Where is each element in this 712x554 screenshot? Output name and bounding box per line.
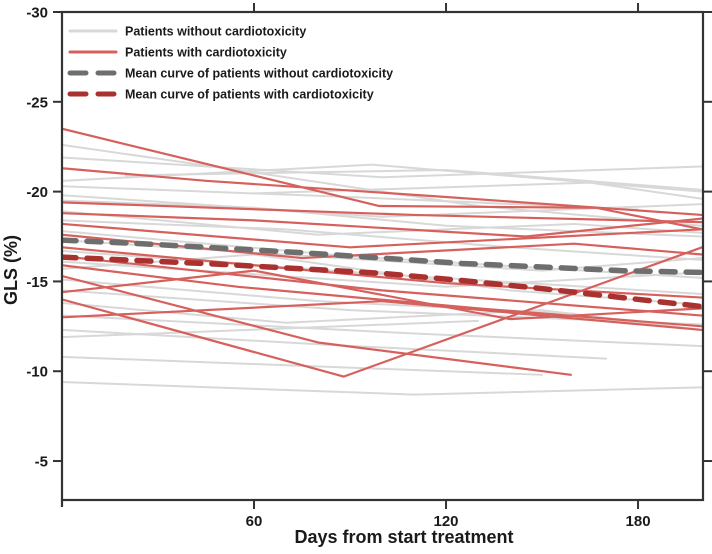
x-tick-label: 120 [434, 513, 459, 530]
patient-line-with-cardiotoxicity [62, 269, 703, 321]
mean-curve-with-cardiotoxicity [62, 254, 703, 310]
legend: Patients without cardiotoxicity Patients … [67, 25, 393, 102]
patient-line-without-cardiotoxicity [62, 249, 703, 295]
y-tick-label: -30 [26, 5, 48, 22]
patient-line-without-cardiotoxicity [62, 156, 703, 179]
y-tick-label: -25 [26, 94, 48, 111]
patient-line-without-cardiotoxicity [62, 210, 703, 236]
plot-border [60, 10, 705, 502]
mean-curve-without-cardiotoxicity [62, 237, 703, 276]
patient-line-without-cardiotoxicity [62, 219, 703, 261]
patient-line-without-cardiotoxicity [62, 253, 703, 306]
patient-line-without-cardiotoxicity [62, 185, 640, 211]
x-axis-title: Days from start treatment [294, 527, 513, 547]
y-axis-title: GLS (%) [1, 235, 21, 305]
patient-line-with-cardiotoxicity [62, 233, 703, 260]
patient-line-without-cardiotoxicity [253, 181, 703, 200]
patient-line-with-cardiotoxicity [62, 167, 703, 217]
y-tick-label: -10 [26, 364, 48, 381]
patient-line-without-cardiotoxicity [125, 169, 703, 191]
patient-line-with-cardiotoxicity [62, 212, 703, 238]
patient-line-with-cardiotoxicity [62, 246, 703, 378]
y-tick-label: -15 [26, 274, 48, 291]
legend-item-label: Mean curve of patients without cardiotox… [125, 67, 393, 81]
x-tick-label: 180 [626, 513, 651, 530]
patient-line-without-cardiotoxicity [62, 314, 703, 348]
legend-item-label: Patients with cardiotoxicity [125, 46, 287, 60]
patient-lines-layer [62, 127, 703, 396]
legend-item-label: Patients without cardiotoxicity [125, 25, 306, 39]
patient-line-with-cardiotoxicity [62, 201, 703, 224]
patient-line-with-cardiotoxicity [62, 274, 572, 376]
y-tick-label: -5 [35, 454, 48, 471]
x-tick-label: 60 [246, 513, 263, 530]
legend-item-label: Mean curve of patients with cardiotoxici… [125, 88, 374, 102]
patient-line-with-cardiotoxicity [62, 264, 703, 328]
mean-curves-layer [62, 237, 703, 310]
patient-line-without-cardiotoxicity [62, 143, 703, 227]
patient-line-with-cardiotoxicity [62, 127, 703, 231]
patient-line-with-cardiotoxicity [62, 300, 703, 332]
patient-line-with-cardiotoxicity [62, 222, 703, 249]
patient-line-without-cardiotoxicity [62, 380, 703, 396]
axes-layer: -30 -25 -20 -15 -10 -5 60 120 180 [26, 3, 712, 530]
y-tick-label: -20 [26, 184, 48, 201]
patient-line-with-cardiotoxicity [62, 255, 703, 317]
